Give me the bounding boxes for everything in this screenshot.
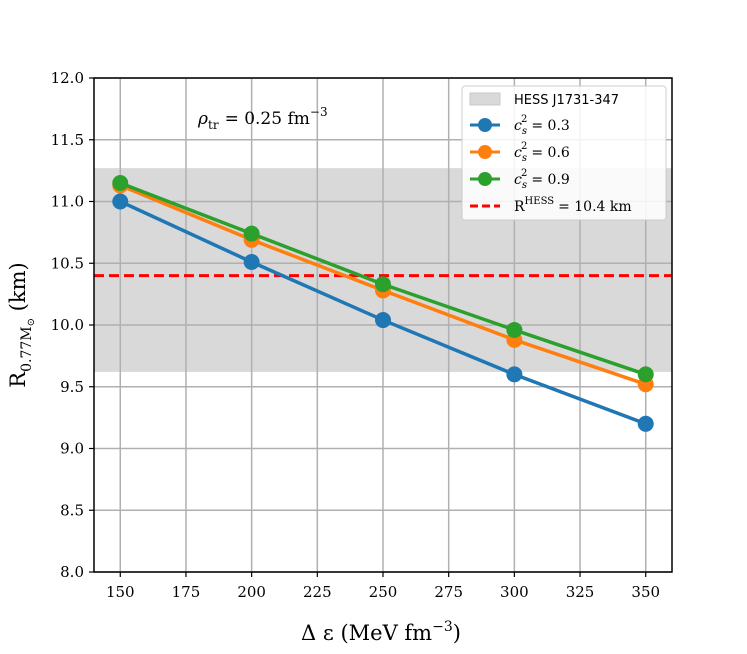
legend-marker-series-3 bbox=[478, 172, 492, 186]
legend-label-series-3-rest: = 0.9 bbox=[531, 172, 569, 188]
x-tick-label-8: 350 bbox=[631, 583, 660, 601]
y-tick-label-5: 10.5 bbox=[51, 254, 84, 272]
y-axis-label: R0.77M⊙ (km) bbox=[6, 262, 37, 387]
legend-label-series-2-sup: 2 bbox=[521, 141, 527, 152]
y-tick-label-0: 8.0 bbox=[60, 563, 84, 581]
tick-layer: 150 175 200 225 250 275 300 325 350 8.0 8.5 9.0 9.5 1… bbox=[51, 69, 660, 601]
legend-label-series-3-sup: 2 bbox=[521, 168, 527, 179]
y-tick-label-3: 9.5 bbox=[60, 378, 84, 396]
y-tick-label-4: 10.0 bbox=[51, 316, 84, 334]
x-tick-label-2: 200 bbox=[237, 583, 266, 601]
x-tick-label-1: 175 bbox=[172, 583, 201, 601]
x-tick-label-5: 275 bbox=[434, 583, 463, 601]
x-tick-label-6: 300 bbox=[500, 583, 529, 601]
y-tick-label-2: 9.0 bbox=[60, 440, 84, 458]
legend-marker-series-1 bbox=[478, 118, 492, 132]
legend-label-reference-rest: = 10.4 km bbox=[558, 199, 632, 215]
series-1-point-4 bbox=[637, 415, 654, 432]
legend-label-reference-base: R bbox=[514, 199, 525, 215]
series-1-point-2 bbox=[375, 312, 391, 329]
rho-sub: tr bbox=[208, 118, 219, 132]
legend-label-series-1-sup: 2 bbox=[521, 114, 527, 125]
legend-label-series-3-sub: s bbox=[522, 180, 527, 191]
legend-marker-series-2 bbox=[478, 145, 492, 159]
x-tick-label-3: 225 bbox=[303, 583, 332, 601]
y-tick-label-8: 12.0 bbox=[51, 69, 84, 87]
legend-label-series-1-rest: = 0.3 bbox=[531, 118, 569, 134]
y-axis-label-sub: 0.77M bbox=[19, 326, 35, 372]
x-axis-label-main: Δ ε (MeV fm bbox=[301, 621, 432, 645]
series-3-point-1 bbox=[243, 225, 260, 242]
y-axis-label-rest: (km) bbox=[6, 262, 30, 318]
series-3-point-4 bbox=[637, 366, 654, 383]
rho-sup: −3 bbox=[310, 105, 328, 119]
x-axis-label-close: ) bbox=[453, 621, 461, 645]
series-3-point-3 bbox=[506, 321, 523, 338]
y-tick-label-1: 8.5 bbox=[60, 501, 84, 519]
y-tick-label-6: 11.0 bbox=[51, 193, 84, 211]
series-3-point-0 bbox=[112, 174, 129, 191]
rho-annotation: ρtr = 0.25 fm−3 bbox=[197, 105, 328, 132]
legend-label-hess-band: HESS J1731-347 bbox=[514, 93, 619, 108]
series-1-point-3 bbox=[506, 366, 523, 383]
x-tick-label-7: 325 bbox=[566, 583, 595, 601]
legend: HESS J1731-347 cs2 = 0.3 cs2 = 0.6 cs2 = 0.… bbox=[461, 85, 667, 221]
legend-label-series-1-base: c bbox=[514, 118, 522, 134]
y-axis-label-subsub: ⊙ bbox=[26, 318, 37, 326]
legend-label-series-2-base: c bbox=[514, 145, 522, 161]
legend-label-series-1-sub: s bbox=[522, 126, 527, 137]
rho-symbol: ρ bbox=[197, 109, 208, 129]
legend-swatch-hess-band bbox=[469, 92, 501, 106]
y-axis-label-base: R bbox=[6, 371, 30, 388]
legend-label-reference: RHESS = 10.4 km bbox=[514, 196, 632, 215]
series-3-point-2 bbox=[375, 276, 391, 293]
legend-label-reference-sup: HESS bbox=[525, 196, 555, 207]
legend-label-series-2-rest: = 0.6 bbox=[531, 145, 570, 161]
legend-label-series-3-base: c bbox=[514, 172, 522, 188]
legend-label-series-2-sub: s bbox=[522, 153, 527, 164]
rho-value: = 0.25 fm bbox=[225, 109, 310, 129]
legend-frame bbox=[461, 85, 667, 221]
x-axis-label: Δ ε (MeV fm−3) bbox=[301, 619, 461, 645]
legend-label-series-2: cs2 = 0.6 bbox=[514, 141, 570, 164]
legend-label-series-3: cs2 = 0.9 bbox=[514, 168, 570, 191]
series-1-point-0 bbox=[112, 193, 129, 210]
y-tick-label-7: 11.5 bbox=[51, 131, 84, 149]
x-tick-label-0: 150 bbox=[106, 583, 135, 601]
legend-label-series-1: cs2 = 0.3 bbox=[514, 114, 570, 137]
series-1-point-1 bbox=[243, 254, 260, 271]
series-layer bbox=[112, 174, 654, 432]
x-tick-label-4: 250 bbox=[369, 583, 398, 601]
x-axis-label-sup: −3 bbox=[432, 619, 453, 635]
